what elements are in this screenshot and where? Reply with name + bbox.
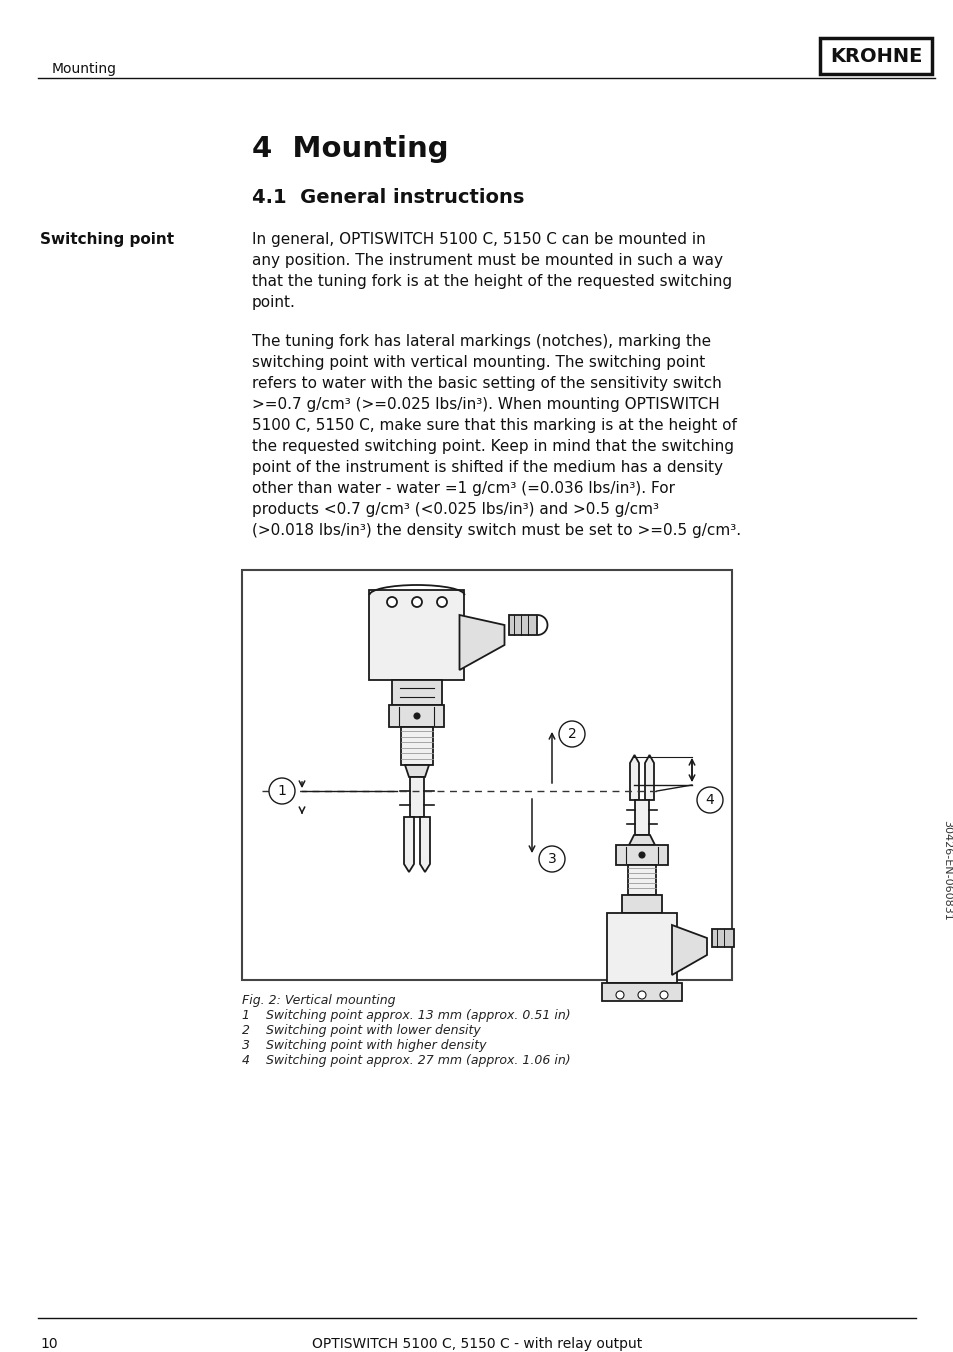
Polygon shape [459, 615, 504, 671]
Text: KROHNE: KROHNE [829, 46, 922, 65]
Text: 2: 2 [567, 727, 576, 741]
Bar [627, 865, 656, 895]
Circle shape [697, 787, 722, 813]
Bar [392, 680, 441, 704]
Text: 4.1  General instructions: 4.1 General instructions [252, 188, 524, 207]
Circle shape [558, 721, 584, 748]
Text: 1: 1 [277, 784, 286, 798]
Bar [606, 913, 677, 983]
Polygon shape [671, 925, 706, 975]
Bar [601, 983, 681, 1000]
Circle shape [616, 991, 623, 999]
Circle shape [538, 846, 564, 872]
Text: 30426-EN-060831: 30426-EN-060831 [941, 819, 951, 921]
Bar [820, 38, 931, 74]
Text: Mounting: Mounting [52, 62, 117, 76]
Polygon shape [419, 817, 430, 872]
Text: 4    Switching point approx. 27 mm (approx. 1.06 in): 4 Switching point approx. 27 mm (approx.… [242, 1055, 570, 1067]
Bar [369, 589, 464, 680]
Bar [711, 929, 733, 946]
Text: (>0.018 lbs/in³) the density switch must be set to >=0.5 g/cm³.: (>0.018 lbs/in³) the density switch must… [252, 523, 740, 538]
Text: refers to water with the basic setting of the sensitivity switch: refers to water with the basic setting o… [252, 376, 721, 391]
Text: Switching point: Switching point [40, 233, 174, 247]
Text: switching point with vertical mounting. The switching point: switching point with vertical mounting. … [252, 356, 704, 370]
Text: The tuning fork has lateral markings (notches), marking the: The tuning fork has lateral markings (no… [252, 334, 710, 349]
Text: In general, OPTISWITCH 5100 C, 5150 C can be mounted in: In general, OPTISWITCH 5100 C, 5150 C ca… [252, 233, 705, 247]
Bar [621, 895, 661, 913]
Bar [389, 704, 444, 727]
Polygon shape [405, 765, 429, 777]
Text: point.: point. [252, 295, 295, 310]
Text: other than water - water =1 g/cm³ (=0.036 lbs/in³). For: other than water - water =1 g/cm³ (=0.03… [252, 481, 675, 496]
Circle shape [638, 991, 645, 999]
Text: OPTISWITCH 5100 C, 5150 C - with relay output: OPTISWITCH 5100 C, 5150 C - with relay o… [312, 1337, 641, 1351]
Text: 4  Mounting: 4 Mounting [252, 135, 448, 164]
Text: 3    Switching point with higher density: 3 Switching point with higher density [242, 1038, 486, 1052]
Bar [509, 615, 537, 635]
Polygon shape [629, 754, 639, 800]
Bar [410, 777, 423, 817]
Text: point of the instrument is shifted if the medium has a density: point of the instrument is shifted if th… [252, 460, 722, 475]
Circle shape [412, 598, 421, 607]
Text: any position. The instrument must be mounted in such a way: any position. The instrument must be mou… [252, 253, 722, 268]
Text: that the tuning fork is at the height of the requested switching: that the tuning fork is at the height of… [252, 274, 731, 289]
Text: 4: 4 [705, 794, 714, 807]
Text: products <0.7 g/cm³ (<0.025 lbs/in³) and >0.5 g/cm³: products <0.7 g/cm³ (<0.025 lbs/in³) and… [252, 502, 659, 516]
Circle shape [269, 777, 294, 804]
Bar [400, 727, 433, 765]
Circle shape [639, 852, 644, 859]
Circle shape [659, 991, 667, 999]
Circle shape [436, 598, 447, 607]
Bar [242, 571, 731, 980]
Polygon shape [628, 836, 655, 845]
Bar [616, 845, 667, 865]
Text: 2    Switching point with lower density: 2 Switching point with lower density [242, 1023, 480, 1037]
Text: 1    Switching point approx. 13 mm (approx. 0.51 in): 1 Switching point approx. 13 mm (approx.… [242, 1009, 570, 1022]
Circle shape [387, 598, 396, 607]
Text: 5100 C, 5150 C, make sure that this marking is at the height of: 5100 C, 5150 C, make sure that this mark… [252, 418, 736, 433]
Polygon shape [403, 817, 414, 872]
Bar [635, 800, 648, 836]
Text: 10: 10 [40, 1337, 57, 1351]
Polygon shape [644, 754, 654, 800]
Text: 3: 3 [547, 852, 556, 867]
Text: >=0.7 g/cm³ (>=0.025 lbs/in³). When mounting OPTISWITCH: >=0.7 g/cm³ (>=0.025 lbs/in³). When moun… [252, 397, 719, 412]
Text: the requested switching point. Keep in mind that the switching: the requested switching point. Keep in m… [252, 439, 733, 454]
Circle shape [414, 713, 419, 719]
Text: Fig. 2: Vertical mounting: Fig. 2: Vertical mounting [242, 994, 395, 1007]
